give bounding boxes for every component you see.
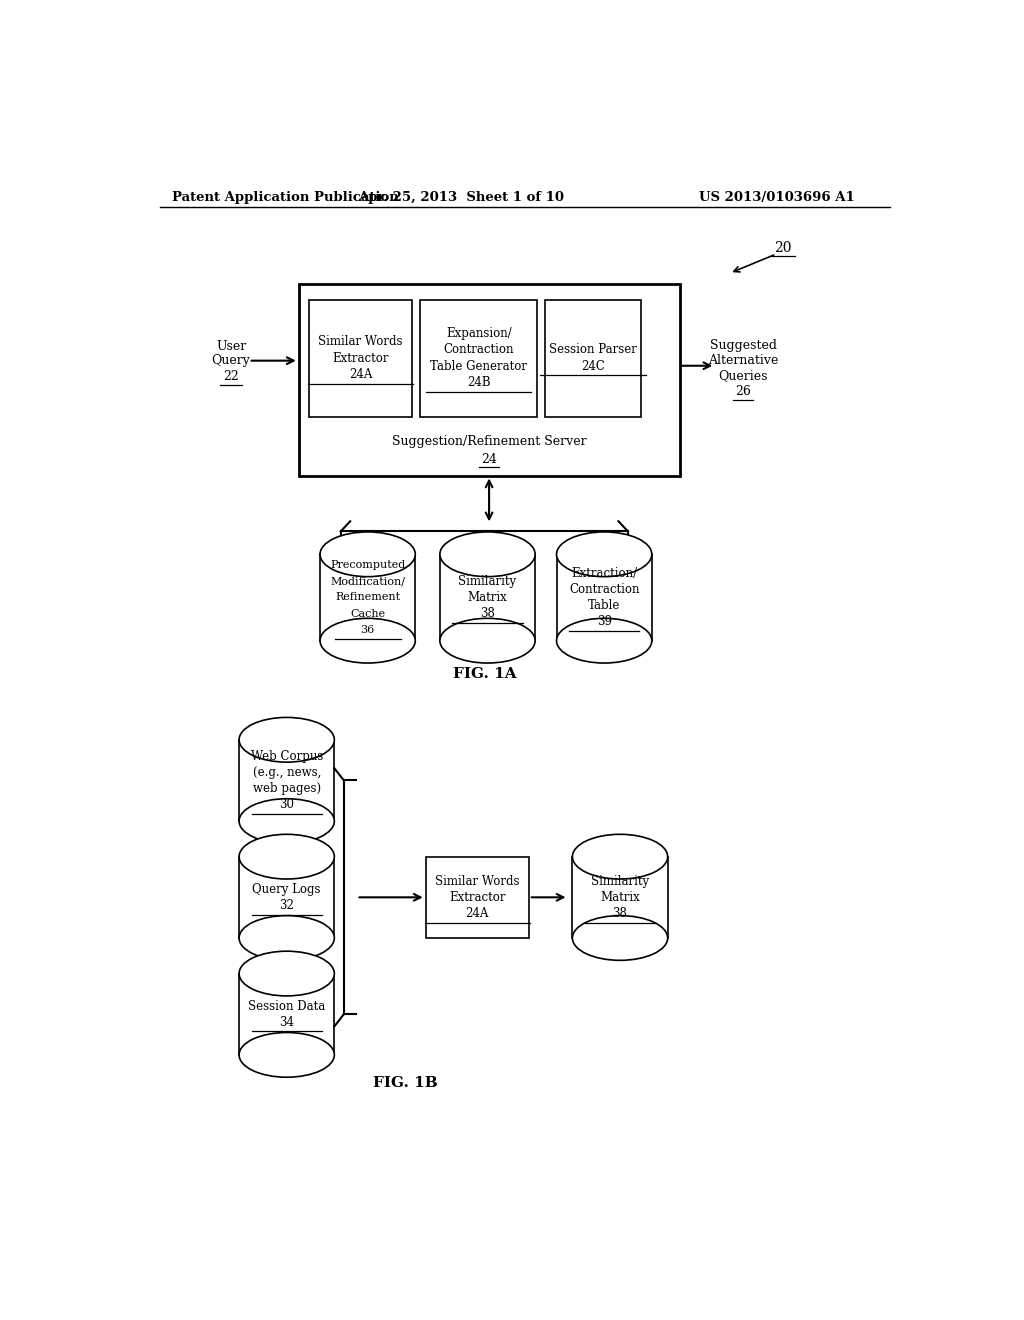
- Text: Suggestion/Refinement Server: Suggestion/Refinement Server: [392, 436, 587, 449]
- Ellipse shape: [321, 618, 416, 663]
- Text: (e.g., news,: (e.g., news,: [253, 766, 321, 779]
- Bar: [546, 300, 641, 417]
- Text: FIG. 1B: FIG. 1B: [374, 1076, 438, 1090]
- Ellipse shape: [557, 532, 651, 577]
- Text: 24A: 24A: [466, 907, 488, 920]
- Text: Alternative: Alternative: [708, 354, 778, 367]
- Text: 32: 32: [280, 899, 294, 912]
- Ellipse shape: [240, 718, 334, 762]
- Ellipse shape: [572, 916, 668, 961]
- Text: FIG. 1A: FIG. 1A: [454, 667, 517, 681]
- Bar: [420, 300, 538, 417]
- Text: 34: 34: [280, 1016, 294, 1028]
- Text: Contraction: Contraction: [569, 583, 639, 595]
- Bar: [240, 857, 334, 939]
- Text: 24C: 24C: [581, 360, 605, 372]
- Text: Expansion/: Expansion/: [445, 327, 512, 341]
- Text: 38: 38: [480, 607, 495, 620]
- Text: Session Parser: Session Parser: [549, 343, 637, 356]
- Bar: [440, 554, 536, 640]
- Text: Extractor: Extractor: [332, 351, 389, 364]
- Text: Refinement: Refinement: [335, 593, 400, 602]
- Text: 38: 38: [612, 907, 628, 920]
- Ellipse shape: [440, 618, 536, 663]
- Text: Matrix: Matrix: [600, 891, 640, 904]
- Text: 24: 24: [481, 453, 497, 466]
- Text: 20: 20: [774, 240, 792, 255]
- Text: Query: Query: [212, 354, 251, 367]
- Text: Similarity: Similarity: [459, 574, 516, 587]
- Ellipse shape: [240, 952, 334, 995]
- Text: US 2013/0103696 A1: US 2013/0103696 A1: [699, 190, 855, 203]
- Text: 39: 39: [597, 615, 611, 628]
- Bar: [240, 739, 334, 821]
- Bar: [557, 554, 652, 640]
- Ellipse shape: [440, 532, 536, 577]
- Ellipse shape: [557, 618, 651, 663]
- Text: Session Data: Session Data: [248, 999, 326, 1012]
- Text: 30: 30: [280, 799, 294, 812]
- Text: Suggested: Suggested: [710, 339, 776, 352]
- Ellipse shape: [240, 916, 334, 961]
- Text: 24A: 24A: [349, 368, 372, 381]
- Text: Queries: Queries: [718, 370, 768, 383]
- Text: Matrix: Matrix: [468, 591, 507, 605]
- Text: User: User: [216, 341, 247, 352]
- Text: Cache: Cache: [350, 609, 385, 619]
- Ellipse shape: [240, 834, 334, 879]
- Ellipse shape: [321, 532, 416, 577]
- Text: 26: 26: [735, 384, 751, 397]
- Text: Patent Application Publication: Patent Application Publication: [172, 190, 398, 203]
- Text: Similar Words: Similar Words: [435, 875, 519, 887]
- Bar: [426, 857, 528, 939]
- Bar: [572, 857, 668, 939]
- Text: Web Corpus: Web Corpus: [251, 750, 323, 763]
- Ellipse shape: [240, 799, 334, 843]
- Text: web pages): web pages): [253, 781, 321, 795]
- Text: 36: 36: [360, 624, 375, 635]
- Text: Precomputed: Precomputed: [330, 560, 406, 570]
- Bar: [299, 284, 680, 475]
- Text: Extractor: Extractor: [449, 891, 506, 904]
- Text: 24B: 24B: [467, 376, 490, 389]
- Ellipse shape: [572, 834, 668, 879]
- Text: Apr. 25, 2013  Sheet 1 of 10: Apr. 25, 2013 Sheet 1 of 10: [358, 190, 564, 203]
- Bar: [240, 974, 334, 1055]
- Text: Modification/: Modification/: [330, 577, 406, 586]
- Text: Similar Words: Similar Words: [318, 335, 402, 348]
- Text: Table: Table: [588, 599, 621, 612]
- Text: Contraction: Contraction: [443, 343, 514, 356]
- Text: Query Logs: Query Logs: [253, 883, 321, 896]
- Bar: [309, 300, 412, 417]
- Text: Table Generator: Table Generator: [430, 360, 527, 372]
- Bar: [321, 554, 416, 640]
- Text: Similarity: Similarity: [591, 875, 649, 887]
- Text: 22: 22: [223, 371, 239, 383]
- Ellipse shape: [240, 1032, 334, 1077]
- Text: Extraction/: Extraction/: [571, 566, 637, 579]
